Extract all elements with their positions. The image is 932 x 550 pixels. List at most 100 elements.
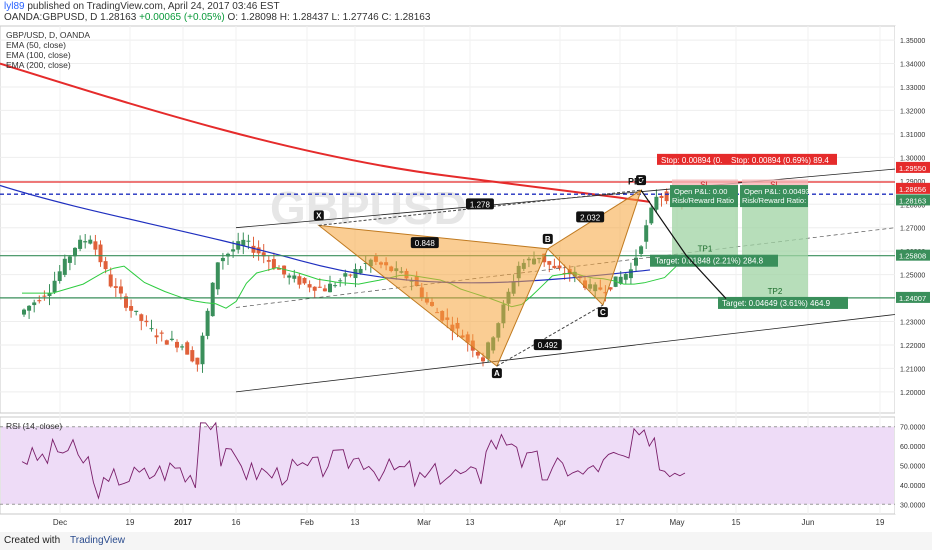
- y-tick-label: 1.28000: [900, 202, 925, 209]
- y-tick-label: 1.32000: [900, 108, 925, 115]
- pattern-ac: [496, 304, 604, 367]
- candle-body: [628, 269, 633, 279]
- candle-body: [338, 280, 343, 282]
- legend-symbol: GBP/USD, D, OANDA: [6, 30, 90, 40]
- candle-body: [98, 244, 103, 263]
- pattern-point-label: A: [494, 369, 500, 378]
- x-tick-label: 17: [616, 518, 625, 527]
- price-tag: 1.24007: [899, 294, 926, 303]
- candle-body: [236, 241, 241, 250]
- candle-body: [52, 280, 57, 293]
- tradingview-brand[interactable]: TradingView: [70, 535, 126, 546]
- candle-body: [103, 261, 108, 270]
- profit-zone: [672, 200, 738, 256]
- pattern-point-badge: [636, 175, 647, 186]
- ema100-line: [0, 184, 651, 284]
- y-tick-label: 1.27000: [900, 226, 925, 233]
- chart-header: lyl89 published on TradingView.com, Apri…: [0, 0, 932, 24]
- candle-body: [129, 306, 134, 311]
- candle-body: [302, 277, 307, 284]
- candle-body: [185, 342, 190, 355]
- rr-label: Risk/Reward Ratio: 5.2: [742, 196, 819, 205]
- price-tag-bg: [896, 182, 930, 194]
- candle-body: [333, 285, 338, 287]
- rsi-tick-label: 60.0000: [900, 444, 925, 451]
- candle-body: [47, 292, 52, 297]
- candle-body: [88, 239, 93, 244]
- candle-body: [307, 284, 312, 288]
- watermark: GBPUSD: [270, 182, 467, 234]
- sl-label: SL: [770, 180, 780, 189]
- candle-body: [164, 340, 169, 345]
- ohlc-values: O: 1.28098 H: 1.28437 L: 1.27746 C: 1.28…: [227, 12, 431, 23]
- candle-body: [113, 286, 118, 288]
- candle-body: [149, 328, 154, 330]
- pattern-point-label: D: [638, 176, 644, 185]
- legend-ema100: EMA (100, close): [6, 50, 71, 60]
- candle-body: [261, 252, 266, 257]
- pattern-point-badge: [542, 233, 553, 244]
- candle-body: [322, 288, 327, 292]
- candle-body: [241, 239, 246, 246]
- candle-body: [200, 335, 205, 365]
- pnl-label-bg: [670, 185, 738, 208]
- candle-body: [108, 274, 113, 287]
- candle-body: [215, 262, 220, 290]
- rsi-tick-label: 40.0000: [900, 483, 925, 490]
- support-trendline: [235, 314, 896, 393]
- legend-ema200: EMA (200, close): [6, 60, 71, 70]
- sl-label: SL: [700, 180, 710, 189]
- projection-path: [640, 189, 727, 299]
- pattern-point-label: X: [316, 211, 322, 220]
- x-tick-label: 19: [126, 518, 135, 527]
- candle-body: [83, 241, 88, 243]
- pattern-point-badge: [597, 307, 608, 318]
- candle-body: [144, 320, 149, 323]
- ratio-badge: [410, 237, 439, 249]
- x-tick-label: Dec: [53, 518, 67, 527]
- pnl-label: Open P&L: 0.00493: [744, 187, 810, 196]
- candle-body: [654, 196, 659, 210]
- y-tick-label: 1.25000: [900, 273, 925, 280]
- author-link[interactable]: lyl89: [4, 1, 25, 12]
- candle-body: [343, 273, 348, 277]
- candle-body: [608, 287, 613, 290]
- candle-body: [169, 338, 174, 340]
- tp-label: TP1: [698, 245, 713, 254]
- candle-body: [251, 245, 256, 253]
- y-tick-label: 1.20000: [900, 390, 925, 397]
- x-tick-label: Feb: [300, 518, 314, 527]
- x-tick-label: May: [669, 518, 684, 527]
- candle-body: [634, 257, 638, 266]
- x-tick-label: Jun: [802, 518, 815, 527]
- pnl-label: Open P&L: 0.00: [674, 187, 727, 196]
- publish-line: lyl89 published on TradingView.com, Apri…: [4, 1, 280, 12]
- price-chart[interactable]: 1.35000 1.34000 1.33000 1.32000 1.31000 1.300…: [0, 24, 932, 532]
- price-tag-bg: [896, 249, 930, 261]
- price-tag: 1.28656: [899, 185, 926, 194]
- ratio-badge: [576, 211, 605, 223]
- candle-body: [93, 241, 98, 250]
- candle-body: [32, 302, 37, 306]
- x-tick-label: 13: [466, 518, 475, 527]
- profit-zone: [742, 200, 808, 298]
- symbol-label: OANDA:GBPUSD, D: [4, 12, 98, 23]
- candle-body: [134, 310, 139, 312]
- candle-body: [246, 240, 251, 242]
- price-tag: 1.25808: [899, 252, 926, 261]
- candle-body: [659, 195, 664, 199]
- x-tick-label: 2017: [174, 518, 192, 527]
- candle-body: [220, 257, 225, 262]
- candle-body: [57, 271, 62, 282]
- x-tick-label: 16: [232, 518, 241, 527]
- prz-label: PRZ: [628, 176, 647, 186]
- y-tick-label: 1.21000: [900, 366, 925, 373]
- candle-body: [287, 275, 292, 278]
- candle-body: [618, 276, 623, 284]
- last-price: 1.28163: [100, 12, 137, 23]
- candle-body: [348, 274, 353, 276]
- candle-body: [328, 283, 332, 293]
- stop-label-bg: [657, 153, 837, 165]
- pattern-point-label: C: [600, 308, 606, 317]
- rsi-tick-label: 70.0000: [900, 425, 925, 432]
